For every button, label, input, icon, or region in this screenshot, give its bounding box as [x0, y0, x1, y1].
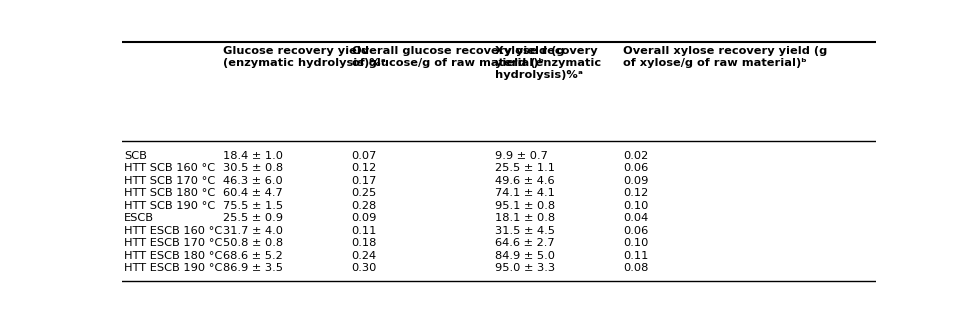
Text: HTT SCB 160 °C: HTT SCB 160 °C	[124, 163, 215, 173]
Text: HTT ESCB 170 °C: HTT ESCB 170 °C	[124, 238, 222, 248]
Text: HTT SCB 180 °C: HTT SCB 180 °C	[124, 188, 215, 198]
Text: 0.28: 0.28	[351, 201, 377, 211]
Text: 18.4 ± 1.0: 18.4 ± 1.0	[224, 151, 283, 161]
Text: HTT ESCB 180 °C: HTT ESCB 180 °C	[124, 251, 222, 260]
Text: 0.17: 0.17	[351, 176, 377, 186]
Text: 0.04: 0.04	[623, 213, 648, 223]
Text: 0.18: 0.18	[351, 238, 377, 248]
Text: 9.9 ± 0.7: 9.9 ± 0.7	[495, 151, 548, 161]
Text: 0.10: 0.10	[623, 201, 648, 211]
Text: HTT SCB 170 °C: HTT SCB 170 °C	[124, 176, 215, 186]
Text: 50.8 ± 0.8: 50.8 ± 0.8	[224, 238, 283, 248]
Text: 30.5 ± 0.8: 30.5 ± 0.8	[224, 163, 283, 173]
Text: HTT ESCB 190 °C: HTT ESCB 190 °C	[124, 263, 222, 273]
Text: 0.06: 0.06	[623, 163, 648, 173]
Text: 0.12: 0.12	[351, 163, 377, 173]
Text: SCB: SCB	[124, 151, 147, 161]
Text: 31.7 ± 4.0: 31.7 ± 4.0	[224, 225, 283, 236]
Text: 31.5 ± 4.5: 31.5 ± 4.5	[495, 225, 555, 236]
Text: 0.24: 0.24	[351, 251, 377, 260]
Text: 74.1 ± 4.1: 74.1 ± 4.1	[495, 188, 555, 198]
Text: 95.0 ± 3.3: 95.0 ± 3.3	[495, 263, 555, 273]
Text: 0.30: 0.30	[351, 263, 377, 273]
Text: Xylose recovery
yield (enzymatic
hydrolysis)%ᵃ: Xylose recovery yield (enzymatic hydroly…	[495, 45, 601, 80]
Text: 0.08: 0.08	[623, 263, 648, 273]
Text: 0.09: 0.09	[351, 213, 377, 223]
Text: ESCB: ESCB	[124, 213, 154, 223]
Text: 0.06: 0.06	[623, 225, 648, 236]
Text: 0.09: 0.09	[623, 176, 648, 186]
Text: 84.9 ± 5.0: 84.9 ± 5.0	[495, 251, 555, 260]
Text: 0.25: 0.25	[351, 188, 377, 198]
Text: 86.9 ± 3.5: 86.9 ± 3.5	[224, 263, 283, 273]
Text: 49.6 ± 4.6: 49.6 ± 4.6	[495, 176, 555, 186]
Text: 46.3 ± 6.0: 46.3 ± 6.0	[224, 176, 283, 186]
Text: Overall glucose recovery yield (g
of glucose/g of raw material)ᵇ: Overall glucose recovery yield (g of glu…	[351, 45, 564, 67]
Text: 25.5 ± 0.9: 25.5 ± 0.9	[224, 213, 283, 223]
Text: 25.5 ± 1.1: 25.5 ± 1.1	[495, 163, 555, 173]
Text: 68.6 ± 5.2: 68.6 ± 5.2	[224, 251, 283, 260]
Text: 75.5 ± 1.5: 75.5 ± 1.5	[224, 201, 283, 211]
Text: 0.10: 0.10	[623, 238, 648, 248]
Text: HTT SCB 190 °C: HTT SCB 190 °C	[124, 201, 215, 211]
Text: 0.12: 0.12	[623, 188, 648, 198]
Text: 64.6 ± 2.7: 64.6 ± 2.7	[495, 238, 555, 248]
Text: HTT ESCB 160 °C: HTT ESCB 160 °C	[124, 225, 222, 236]
Text: 0.02: 0.02	[623, 151, 648, 161]
Text: Overall xylose recovery yield (g
of xylose/g of raw material)ᵇ: Overall xylose recovery yield (g of xylo…	[623, 45, 827, 67]
Text: 18.1 ± 0.8: 18.1 ± 0.8	[495, 213, 555, 223]
Text: 0.07: 0.07	[351, 151, 377, 161]
Text: 0.11: 0.11	[351, 225, 377, 236]
Text: 95.1 ± 0.8: 95.1 ± 0.8	[495, 201, 555, 211]
Text: Glucose recovery yield
(enzymatic hydrolysis)%ᵃ: Glucose recovery yield (enzymatic hydrol…	[224, 45, 386, 67]
Text: 0.11: 0.11	[623, 251, 648, 260]
Text: 60.4 ± 4.7: 60.4 ± 4.7	[224, 188, 283, 198]
